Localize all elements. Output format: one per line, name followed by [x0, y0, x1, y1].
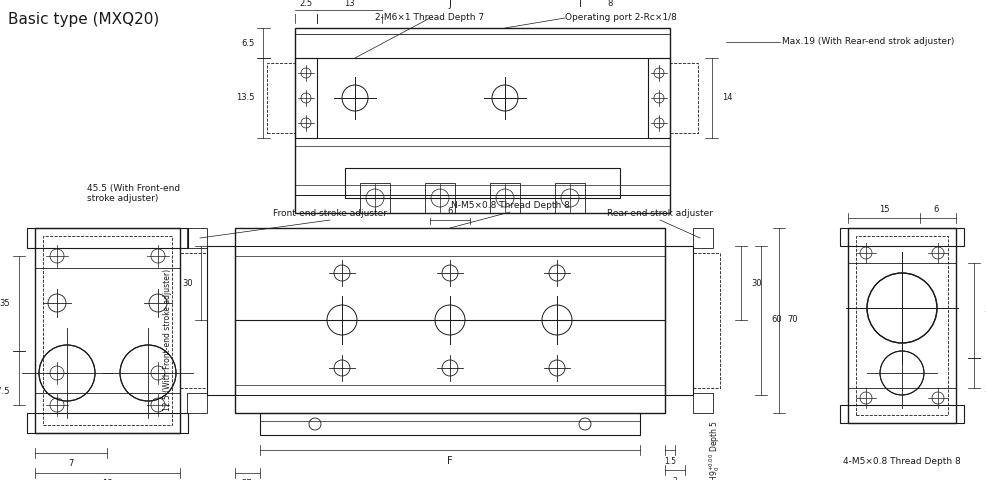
Text: 4-M5×0.8 Thread Depth 8: 4-M5×0.8 Thread Depth 8 [842, 456, 960, 466]
Bar [360, 183, 389, 213]
Bar [43, 236, 172, 425]
Text: 13.5: 13.5 [237, 94, 254, 103]
Bar [692, 393, 712, 413]
Bar [295, 28, 669, 213]
Text: 15: 15 [878, 205, 888, 215]
Text: 31: 31 [983, 305, 986, 314]
Text: 12.5 (With Front-end stroke adjuster): 12.5 (With Front-end stroke adjuster) [163, 269, 172, 411]
Bar [207, 246, 235, 395]
Bar [669, 63, 697, 133]
Text: 1.5: 1.5 [664, 456, 675, 466]
Text: F: F [447, 456, 453, 466]
Bar [554, 183, 585, 213]
Text: J: J [448, 0, 451, 9]
Bar [186, 228, 207, 248]
Bar [839, 228, 963, 246]
Bar [425, 183, 455, 213]
Bar [665, 246, 692, 395]
Text: 2.5: 2.5 [299, 0, 313, 9]
Text: 7: 7 [68, 458, 74, 468]
Bar [186, 393, 207, 413]
Text: 33: 33 [983, 385, 986, 395]
Bar [35, 228, 179, 433]
Text: 30: 30 [750, 278, 761, 288]
Bar [27, 228, 187, 248]
Bar [855, 236, 947, 415]
Text: Basic type (MXQ20): Basic type (MXQ20) [8, 12, 159, 27]
Bar [259, 413, 639, 435]
Text: 70: 70 [786, 315, 797, 324]
Bar [648, 58, 669, 138]
Bar [267, 63, 295, 133]
Text: 45.5 (With Front-end
stroke adjuster): 45.5 (With Front-end stroke adjuster) [87, 184, 179, 203]
Bar [295, 58, 317, 138]
Text: I: I [578, 0, 581, 9]
Bar [839, 405, 963, 423]
Text: 60: 60 [770, 315, 781, 324]
Text: 27: 27 [242, 479, 252, 480]
Text: 8: 8 [606, 0, 612, 9]
Bar [179, 253, 207, 388]
Text: 6.5: 6.5 [242, 38, 254, 48]
Bar [847, 228, 955, 423]
Text: Operating port 2-Rc×1/8: Operating port 2-Rc×1/8 [564, 13, 676, 22]
Bar [489, 183, 520, 213]
Text: 14: 14 [722, 94, 732, 103]
Text: 17.5: 17.5 [0, 386, 10, 396]
Text: 3: 3 [671, 477, 676, 480]
Text: 6: 6 [933, 205, 938, 215]
Bar [235, 228, 665, 413]
Text: Front-end stroke adjuster: Front-end stroke adjuster [273, 209, 387, 218]
Bar [345, 168, 619, 198]
Text: 13: 13 [343, 0, 354, 9]
Text: 2-M6×1 Thread Depth 7: 2-M6×1 Thread Depth 7 [375, 13, 484, 22]
Text: 30: 30 [182, 278, 193, 288]
Bar [692, 253, 719, 388]
Text: Max.19 (With Rear-end strok adjuster): Max.19 (With Rear-end strok adjuster) [781, 37, 953, 47]
Text: 18: 18 [102, 479, 112, 480]
Text: 6: 6 [447, 207, 453, 216]
Text: Rear-end strok adjuster: Rear-end strok adjuster [606, 209, 712, 218]
Text: 35: 35 [0, 299, 10, 308]
Bar [27, 413, 187, 433]
Text: N-M5×0.8 Thread Depth 8: N-M5×0.8 Thread Depth 8 [450, 201, 569, 210]
Bar [692, 228, 712, 248]
Text: 5H9$^{+0.00}_{0}$ Depth 5: 5H9$^{+0.00}_{0}$ Depth 5 [707, 420, 722, 480]
